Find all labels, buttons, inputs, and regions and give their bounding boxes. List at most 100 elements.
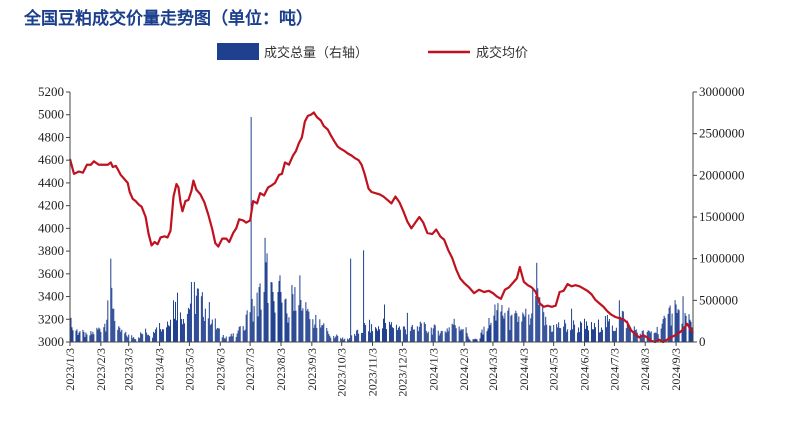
volume-bar [190,281,192,342]
volume-bar [186,313,188,342]
volume-bar [523,314,525,342]
volume-bar [676,312,678,342]
volume-bar [664,317,666,342]
y-left-tick-label: 4600 [38,152,64,167]
volume-bar [588,330,589,342]
volume-bar [587,325,589,342]
volume-bar [170,319,172,342]
volume-bar [486,331,488,342]
volume-bar [663,315,665,342]
volume-bar [405,334,407,342]
volume-bar [668,307,670,342]
volume-bar [550,325,552,342]
volume-bar [574,324,576,342]
volume-bar [490,322,492,342]
volume-bar [92,331,94,342]
volume-bar [231,336,233,342]
volume-bar [445,332,447,342]
volume-bar [75,330,77,342]
volume-bar [83,331,85,342]
volume-bar [135,339,137,342]
volume-bar [121,329,123,342]
volume-bar [79,331,81,342]
volume-bar [120,331,122,342]
volume-bar [344,338,346,342]
volume-bar [459,330,461,342]
volume-bar [349,338,351,342]
volume-bar [691,327,693,342]
volume-bar [626,320,628,342]
volume-bar [514,313,516,342]
volume-bar [382,328,383,342]
volume-bar [627,324,629,342]
volume-bar [153,331,155,342]
volume-bar [536,262,538,342]
volume-bar [565,323,567,342]
volume-bar [437,330,439,342]
volume-bar [439,333,441,342]
y-left-tick-label: 5200 [38,84,64,99]
volume-bar [264,237,266,342]
volume-bar [391,327,393,342]
volume-bar [496,310,498,342]
volume-bar [614,330,616,342]
volume-bar [593,322,595,342]
x-tick-label: 2023/11/3 [366,348,380,396]
volume-bar [252,321,254,342]
price-line [68,111,694,344]
x-tick-label: 2024/8/3 [638,348,652,391]
volume-bar [278,280,280,342]
x-tick-label: 2023/12/3 [395,348,409,397]
volume-bar [250,117,252,342]
volume-bar [182,318,184,342]
volume-bar [647,330,649,342]
volume-bar [563,326,565,342]
volume-bar [287,322,289,342]
volume-bar [245,314,247,342]
volume-bar [481,329,483,342]
volume-bar [487,328,489,342]
volume-bar [556,324,558,342]
volume-bar [625,328,627,342]
volume-bar [598,332,600,342]
volume-bar [412,329,414,342]
x-tick-label: 2024/4/3 [517,348,531,391]
volume-bar [510,315,512,342]
volume-bar [448,327,450,342]
x-tick-label: 2024/9/3 [669,348,683,391]
volume-bar [683,328,685,342]
volume-bar [682,296,684,342]
volume-bar [669,305,671,342]
volume-bar [152,337,154,342]
volume-bar [315,314,317,342]
volume-bar [286,313,288,342]
volume-bar [579,332,581,342]
volume-bar [270,281,272,342]
volume-bar [125,331,127,342]
volume-bar [395,324,397,342]
volume-bar [307,308,309,342]
volume-bar [174,301,176,342]
volume-bar [90,331,92,342]
volume-bar [284,299,286,342]
volume-bar [612,330,614,342]
y-left-tick-label: 3000 [38,334,64,349]
volume-bar [356,330,358,342]
volume-bar [653,333,655,342]
volume-bar [309,319,311,342]
volume-bar [280,292,282,342]
volume-bar [399,329,401,342]
volume-bar [256,292,258,342]
volume-bar [362,332,364,342]
volume-bar [385,329,387,342]
volume-bar [661,323,663,342]
x-tick-label: 2024/6/3 [578,348,592,391]
volume-bar [72,330,74,342]
volume-bar [361,332,363,342]
volume-bar [238,326,240,342]
volume-bar [632,331,634,342]
volume-bar [291,285,293,342]
volume-bar [159,323,161,342]
volume-bar [390,322,392,342]
volume-bar [176,292,178,342]
